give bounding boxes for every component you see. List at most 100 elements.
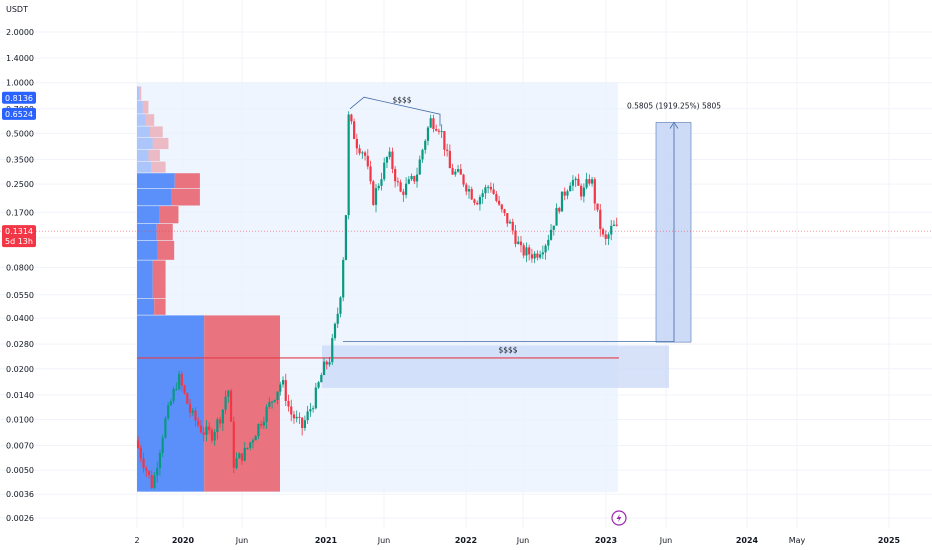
candle — [596, 203, 599, 210]
candle — [528, 247, 531, 255]
candle — [224, 396, 227, 410]
candle — [571, 180, 575, 186]
candle — [377, 185, 380, 189]
candle — [336, 313, 339, 324]
x-tick-label: Jun — [516, 536, 530, 545]
candle — [522, 245, 525, 256]
candle — [396, 181, 399, 183]
measure-arrowhead — [669, 121, 679, 129]
candle — [158, 452, 162, 469]
profile-buy-bar — [137, 188, 172, 206]
y-tick-label: 0.0100 — [6, 415, 34, 424]
candle — [451, 168, 454, 175]
candle — [353, 121, 356, 139]
profile-sell-bar — [152, 137, 169, 150]
profile-buy-bar — [137, 137, 153, 150]
price-badge-label: 0.6524 — [5, 110, 33, 119]
candle — [508, 221, 512, 224]
x-tick-label: Jun — [659, 536, 673, 545]
annotations: $$$$ $$$$ 0.5805 (1919.25%) 5805 — [343, 96, 721, 355]
profile-buy-bar — [137, 240, 158, 260]
x-tick-label: 2023 — [595, 536, 617, 545]
y-tick-label: 0.0026 — [6, 514, 34, 523]
x-tick-label: May — [789, 536, 806, 545]
candle — [456, 169, 460, 172]
profile-buy-bar — [137, 173, 175, 189]
candle — [339, 297, 342, 314]
candle — [476, 202, 479, 205]
candle — [194, 410, 197, 421]
candle — [254, 436, 257, 441]
candle — [298, 416, 301, 418]
x-tick-label: 2 — [134, 536, 139, 545]
candle — [301, 417, 304, 428]
candle — [205, 426, 208, 435]
candle — [426, 127, 430, 141]
candle — [312, 408, 315, 410]
candle — [497, 200, 501, 205]
candle — [604, 234, 607, 239]
candle — [552, 225, 555, 230]
y-tick-label: 0.1700 — [6, 208, 34, 217]
candle — [147, 470, 151, 476]
candle — [262, 421, 265, 426]
candle — [560, 191, 564, 212]
candle — [347, 114, 350, 216]
candle — [388, 151, 391, 158]
x-tick-label: 2022 — [455, 536, 477, 545]
candle — [290, 406, 293, 415]
y-tick-label: 0.0070 — [6, 442, 34, 451]
candle — [169, 401, 172, 406]
profile-sell-bar — [157, 240, 175, 260]
lightning-icon[interactable] — [611, 510, 627, 526]
candle — [607, 234, 610, 239]
y-tick-label: 0.0800 — [6, 263, 34, 272]
candle — [500, 204, 503, 210]
candle — [481, 193, 484, 198]
profile-sell-bar — [174, 173, 200, 189]
candle — [213, 432, 216, 441]
candle — [530, 254, 534, 259]
candle — [363, 152, 367, 156]
x-tick-label: 2025 — [878, 536, 901, 545]
candle — [246, 447, 249, 449]
y-tick-label: 0.0050 — [6, 466, 34, 475]
candle — [243, 447, 246, 461]
upper-liquidity-line — [349, 96, 441, 127]
price-badge — [2, 225, 36, 248]
candle — [260, 423, 263, 426]
profile-sell-bar — [156, 223, 173, 241]
candle — [372, 181, 375, 205]
candle — [232, 421, 235, 468]
candle — [186, 393, 189, 404]
candle — [265, 406, 268, 422]
candle — [511, 221, 514, 231]
candle — [221, 409, 224, 424]
candle — [251, 440, 255, 443]
price-badge-label: 0.1314 — [5, 227, 33, 236]
candle — [506, 213, 509, 224]
candle — [292, 414, 296, 419]
candle — [276, 391, 279, 400]
candles — [136, 111, 618, 490]
candle — [257, 423, 260, 437]
candle — [167, 405, 170, 419]
candle — [287, 401, 290, 407]
candle — [136, 440, 140, 448]
candle — [374, 188, 378, 205]
candle — [492, 189, 495, 195]
price-badge-countdown: 5d 13h — [5, 237, 33, 246]
candle — [593, 179, 596, 204]
profile-sell-bar — [139, 86, 142, 101]
candle — [410, 176, 413, 180]
candle — [227, 390, 230, 397]
profile-sell-bar — [148, 149, 160, 161]
x-tick-label: Jun — [235, 536, 249, 545]
candle — [588, 179, 591, 184]
candle — [569, 185, 572, 192]
liquidity-label-bottom: $$$$ — [498, 346, 517, 355]
candle — [484, 187, 487, 194]
candle — [435, 128, 438, 131]
profile-sell-bar — [154, 298, 166, 315]
